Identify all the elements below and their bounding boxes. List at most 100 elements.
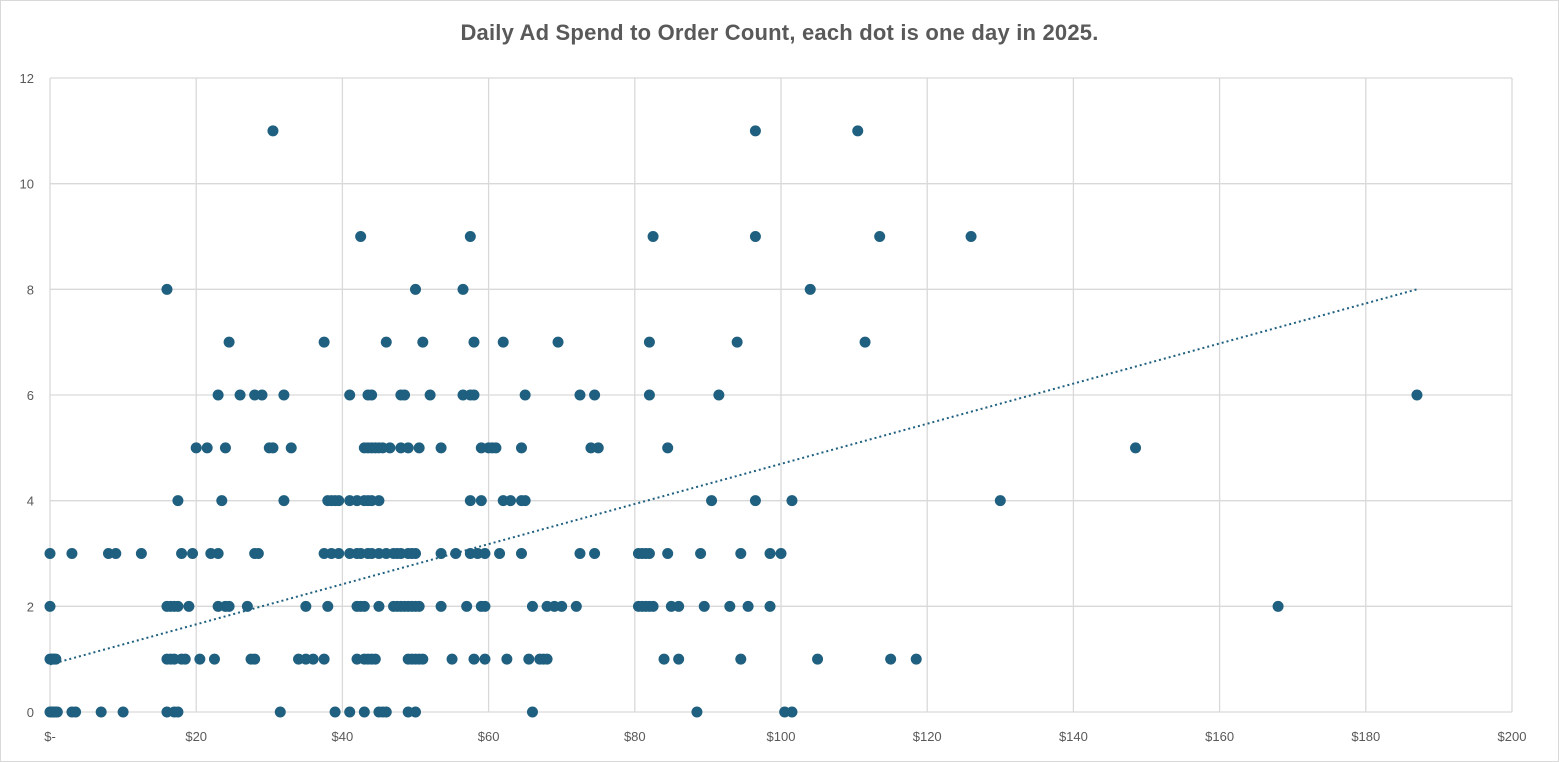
data-point bbox=[413, 600, 425, 612]
x-tick-label: $120 bbox=[913, 729, 942, 744]
data-point bbox=[208, 653, 220, 665]
data-point bbox=[468, 336, 480, 348]
data-point bbox=[424, 389, 436, 401]
data-point bbox=[117, 706, 129, 718]
data-point bbox=[965, 231, 977, 242]
y-tick-label: 8 bbox=[27, 282, 34, 297]
data-point bbox=[190, 442, 202, 454]
trendline bbox=[49, 288, 1418, 666]
data-point bbox=[322, 600, 334, 612]
data-point bbox=[212, 389, 224, 401]
data-point bbox=[183, 600, 195, 612]
data-point bbox=[764, 548, 776, 559]
data-point bbox=[812, 653, 824, 665]
data-point bbox=[435, 600, 447, 612]
data-point bbox=[70, 706, 82, 718]
data-point bbox=[570, 600, 582, 612]
data-point bbox=[691, 706, 703, 718]
data-point bbox=[749, 125, 761, 137]
x-tick-label: $100 bbox=[767, 729, 796, 744]
x-tick-label: $40 bbox=[332, 729, 354, 744]
data-point bbox=[355, 231, 367, 242]
data-point bbox=[526, 706, 538, 718]
x-axis-tick-labels: $- $20 $40 $60 $80 $100 $120 $140 $160 $180 $200 bbox=[44, 729, 1526, 744]
data-point bbox=[413, 442, 425, 454]
data-point bbox=[589, 548, 601, 559]
data-point bbox=[673, 653, 685, 665]
x-tick-label: $60 bbox=[478, 729, 500, 744]
data-point bbox=[380, 336, 392, 348]
y-tick-label: 10 bbox=[20, 177, 34, 192]
data-point bbox=[95, 706, 107, 718]
data-point bbox=[479, 600, 491, 612]
data-point bbox=[410, 706, 421, 718]
y-tick-label: 2 bbox=[27, 599, 34, 614]
y-tick-label: 6 bbox=[27, 388, 34, 403]
data-point bbox=[468, 653, 480, 665]
data-point bbox=[410, 548, 421, 559]
data-point bbox=[44, 600, 56, 612]
data-point bbox=[523, 653, 535, 665]
data-point bbox=[399, 389, 411, 401]
data-point bbox=[574, 389, 586, 401]
data-point bbox=[410, 283, 421, 295]
data-point bbox=[234, 389, 246, 401]
data-point bbox=[662, 548, 674, 559]
data-point bbox=[450, 548, 462, 559]
data-point bbox=[464, 495, 476, 507]
data-point bbox=[643, 336, 655, 348]
data-point bbox=[592, 442, 604, 454]
data-point bbox=[307, 653, 319, 665]
data-point bbox=[278, 389, 290, 401]
data-point bbox=[724, 600, 736, 612]
data-point bbox=[519, 495, 531, 507]
data-point bbox=[329, 706, 341, 718]
data-point bbox=[501, 653, 513, 665]
data-point bbox=[519, 389, 531, 401]
data-point bbox=[497, 336, 509, 348]
data-point bbox=[223, 336, 235, 348]
data-point bbox=[201, 442, 213, 454]
data-point bbox=[333, 548, 345, 559]
data-point bbox=[515, 548, 527, 559]
x-tick-label: $180 bbox=[1351, 729, 1380, 744]
data-point bbox=[417, 336, 429, 348]
data-point bbox=[461, 600, 473, 612]
data-point bbox=[435, 548, 447, 559]
data-point bbox=[267, 125, 279, 137]
data-point bbox=[1411, 389, 1423, 401]
data-point bbox=[256, 389, 268, 401]
data-point bbox=[515, 442, 527, 454]
data-point bbox=[910, 653, 922, 665]
data-point bbox=[172, 706, 184, 718]
data-point bbox=[464, 231, 476, 242]
data-point bbox=[274, 706, 286, 718]
data-point bbox=[874, 231, 886, 242]
data-point bbox=[643, 389, 655, 401]
data-point bbox=[468, 389, 480, 401]
data-point bbox=[358, 706, 370, 718]
data-point bbox=[402, 442, 414, 454]
data-point bbox=[658, 653, 670, 665]
data-point bbox=[490, 442, 502, 454]
data-point bbox=[212, 548, 224, 559]
data-point bbox=[552, 336, 564, 348]
y-tick-label: 0 bbox=[27, 705, 34, 720]
data-point bbox=[110, 548, 122, 559]
data-point bbox=[643, 548, 655, 559]
x-tick-label: $200 bbox=[1498, 729, 1527, 744]
data-point bbox=[457, 283, 469, 295]
data-point bbox=[417, 653, 429, 665]
data-point bbox=[446, 653, 458, 665]
data-point bbox=[852, 125, 864, 137]
data-point bbox=[804, 283, 816, 295]
data-point bbox=[749, 231, 761, 242]
x-tick-label: $20 bbox=[185, 729, 207, 744]
data-point bbox=[706, 495, 718, 507]
data-point bbox=[373, 495, 385, 507]
data-point bbox=[786, 706, 798, 718]
data-point bbox=[285, 442, 297, 454]
data-point bbox=[589, 389, 601, 401]
